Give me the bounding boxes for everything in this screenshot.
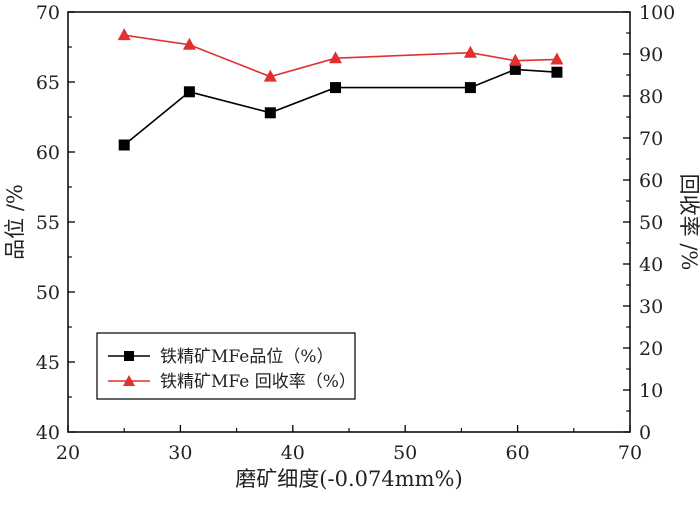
data-point-triangle: [463, 45, 477, 58]
x-axis-title: 磨矿细度(-0.074mm%): [235, 467, 462, 491]
data-point-square: [464, 82, 476, 94]
data-point-triangle: [508, 53, 522, 66]
y2-tick-label: 20: [639, 338, 663, 360]
x-tick-label: 70: [618, 442, 642, 464]
x-tick-label: 50: [393, 442, 417, 464]
data-point-triangle: [263, 69, 277, 82]
data-point-triangle: [550, 52, 564, 65]
y-axis-title: 品位 /%: [3, 184, 27, 260]
data-point-triangle: [329, 51, 343, 64]
y2-axis-title: 回收率 /%: [677, 174, 700, 271]
data-point-triangle: [182, 37, 196, 50]
legend-box: [96, 332, 356, 400]
x-tick-label: 40: [281, 442, 305, 464]
data-point-square: [330, 82, 342, 94]
data-point-square: [509, 63, 521, 75]
y2-tick-label: 10: [639, 380, 663, 402]
y2-tick-label: 30: [639, 296, 663, 318]
y-tick-label: 40: [36, 422, 60, 444]
data-point-square: [118, 139, 130, 151]
data-point-square: [264, 107, 276, 119]
legend: 铁精矿MFe品位（%） 铁精矿MFe 回收率（%）: [96, 332, 356, 400]
legend-label-series-2: 铁精矿MFe 回收率（%）: [160, 372, 356, 392]
y2-tick-label: 100: [639, 2, 675, 24]
y2-tick-label: 40: [639, 254, 663, 276]
y2-tick-label: 0: [639, 422, 651, 444]
legend-triangle-marker: [123, 375, 135, 386]
y-tick-label: 60: [36, 142, 60, 164]
ticks-layer: 20 30 40 50 60 704045505560657001020304050607…: [36, 2, 675, 464]
y-tick-label: 45: [36, 352, 60, 374]
y-tick-label: 70: [36, 2, 60, 24]
series-line-1: [123, 68, 557, 146]
series-layer: [117, 28, 564, 151]
y2-tick-label: 70: [639, 128, 663, 150]
x-tick-label: 30: [168, 442, 192, 464]
data-point-square: [183, 86, 195, 98]
legend-square-marker: [124, 351, 134, 361]
data-point-triangle: [117, 28, 131, 41]
legend-label-series-1: 铁精矿MFe品位（%）: [160, 347, 334, 367]
y2-tick-label: 50: [639, 212, 663, 234]
y2-tick-label: 90: [639, 44, 663, 66]
y2-tick-label: 60: [639, 170, 663, 192]
y-tick-label: 50: [36, 282, 60, 304]
x-tick-label: 20: [56, 442, 80, 464]
y-tick-label: 65: [36, 72, 60, 94]
y2-tick-label: 80: [639, 86, 663, 108]
data-point-square: [551, 66, 563, 78]
x-tick-label: 60: [506, 442, 530, 464]
y-tick-label: 55: [36, 212, 60, 234]
